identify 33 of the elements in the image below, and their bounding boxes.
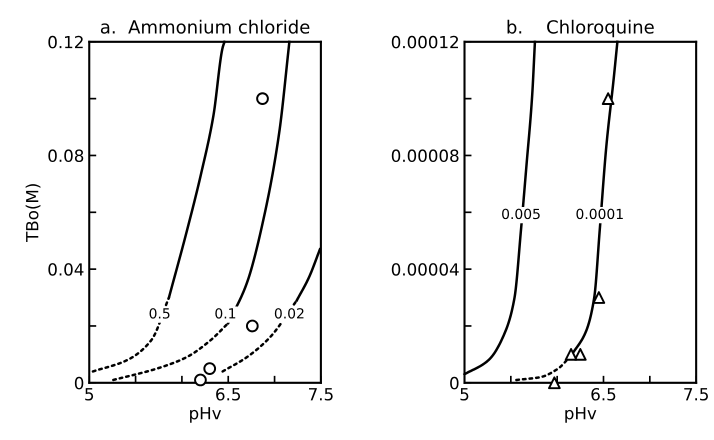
point: [574, 348, 587, 361]
y-tick-label: 0: [450, 376, 459, 390]
x-tick-label: 7.5: [309, 388, 333, 401]
y-tick-label: 0.00004: [392, 263, 459, 276]
annotation: 0.005: [502, 208, 540, 220]
point: [592, 291, 606, 304]
chart-title: a. Ammonium chloride: [100, 20, 310, 34]
x-tick-label: 7.5: [684, 388, 708, 401]
point: [203, 362, 216, 375]
y-tick-label: 0.04: [48, 263, 84, 276]
annotation: 0.02: [274, 308, 304, 319]
annotation: 0.1: [215, 308, 236, 319]
point: [602, 92, 614, 105]
y-tick-label: 0.08: [48, 149, 84, 162]
x-tick-label: 6.5: [591, 388, 616, 401]
point: [194, 374, 207, 386]
point: [246, 320, 259, 332]
x-axis-title: pHv: [565, 407, 596, 423]
y-tick-label: 0.00012: [392, 36, 458, 48]
point: [548, 376, 561, 390]
annotation: 0.5: [150, 308, 170, 319]
y-axis-title: TBo(M): [26, 184, 40, 242]
x-tick-label: 6.5: [216, 388, 240, 401]
y-tick-label: 0.12: [48, 36, 83, 48]
x-axis-title: pHv: [190, 407, 222, 423]
point: [564, 348, 578, 361]
chart-title: b. Chloroquine: [508, 20, 654, 38]
annotation: 0.0001: [576, 208, 623, 220]
x-tick-label: 5: [85, 388, 94, 401]
point: [256, 92, 269, 105]
x-tick-label: 5: [460, 388, 468, 401]
y-tick-label: 0: [74, 376, 84, 390]
y-tick-label: 0.00008: [392, 149, 459, 162]
